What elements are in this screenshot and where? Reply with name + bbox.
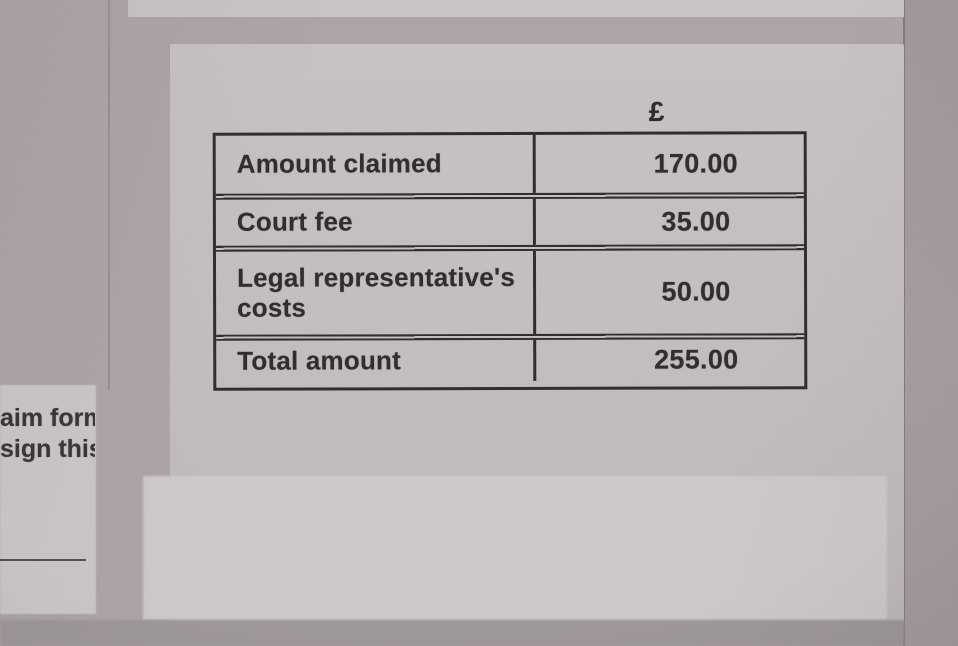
fee-value-cell: 50.00 <box>536 250 804 334</box>
currency-header: £ <box>648 96 665 127</box>
fee-label: Court fee <box>236 206 353 238</box>
fee-label-cell: Total amount <box>216 339 537 382</box>
left-page-strip <box>0 385 96 614</box>
fee-label: Total amount <box>237 345 401 376</box>
page-fold-crease <box>108 0 110 390</box>
margin-note-line: aim form <box>0 404 95 432</box>
table-row-total-amount: Total amount 255.00 <box>216 339 804 382</box>
fee-value: 255.00 <box>654 344 739 375</box>
margin-note: aim form sign this <box>0 403 95 465</box>
paper-right-margin <box>905 0 958 646</box>
fee-value-cell: 255.00 <box>536 339 804 381</box>
paper-bottom-shadow <box>0 620 904 646</box>
fee-value-cell: 35.00 <box>536 198 804 245</box>
fee-label: Amount claimed <box>236 148 442 180</box>
fee-label-cell: Court fee <box>215 198 536 246</box>
fee-label: Legal representative's costs <box>237 262 516 323</box>
fee-label-cell: Legal representative's costs <box>215 250 537 335</box>
fee-value: 50.00 <box>661 276 731 307</box>
fee-value-cell: 170.00 <box>536 134 804 193</box>
table-row-amount-claimed: Amount claimed 170.00 <box>215 134 804 194</box>
table-row-court-fee: Court fee 35.00 <box>215 198 804 246</box>
page-right-edge <box>903 0 905 646</box>
photocopy-light-patch <box>143 476 887 620</box>
fee-value: 35.00 <box>661 205 731 237</box>
margin-note-line: sign this <box>0 435 95 463</box>
fee-value: 170.00 <box>653 147 738 179</box>
paper-top-edge <box>128 0 904 17</box>
table-row-legal-costs: Legal representative's costs 50.00 <box>215 250 804 335</box>
signature-line <box>0 559 86 561</box>
fee-label-cell: Amount claimed <box>215 134 536 194</box>
claims-table: Amount claimed 170.00 Court fee 35.00 Le… <box>212 131 808 391</box>
